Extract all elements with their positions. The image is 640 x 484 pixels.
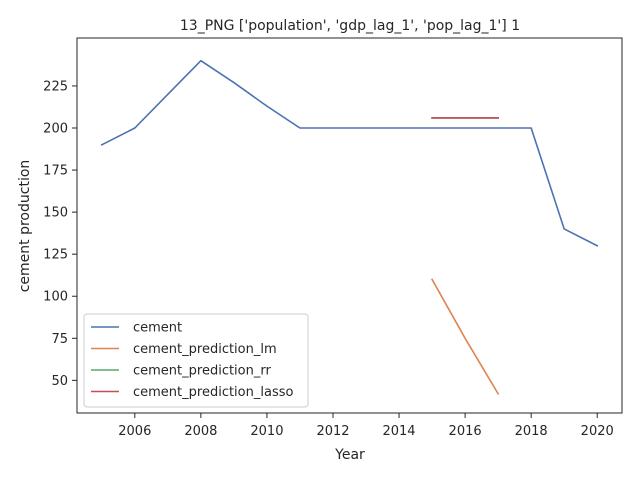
legend: cement cement_prediction_lm cement_predict… (83, 313, 309, 408)
y-tick-label: 200 (43, 122, 68, 137)
y-tick-label: 125 (43, 248, 68, 263)
plot-frame (76, 37, 623, 414)
y-axis: 50 75 100 125 150 175 200 225 (43, 79, 77, 389)
y-tick-label: 175 (43, 164, 68, 179)
x-axis-label: Year (334, 447, 365, 463)
x-tick-label: 2018 (515, 424, 548, 439)
y-tick-label: 225 (43, 79, 68, 94)
x-tick-label: 2020 (581, 424, 614, 439)
y-axis-label: cement production (17, 160, 33, 293)
y-tick-label: 100 (43, 290, 68, 305)
plot-lines (100, 59, 599, 395)
chart-title: 13_PNG ['population', 'gdp_lag_1', 'pop_… (180, 18, 520, 34)
x-tick-label: 2012 (316, 424, 349, 439)
x-axis: 2006 2008 2010 2012 2014 2016 2018 2020 (118, 413, 614, 439)
x-tick-label: 2010 (250, 424, 283, 439)
x-tick-label: 2006 (118, 424, 151, 439)
y-tick-label: 150 (43, 206, 68, 221)
legend-box (83, 313, 309, 408)
legend-entry: cement_prediction_lasso (133, 385, 293, 400)
legend-entry: cement_prediction_rr (133, 364, 271, 379)
y-tick-label: 75 (51, 332, 68, 347)
x-tick-label: 2014 (382, 424, 415, 439)
legend-entry: cement_prediction_lm (133, 342, 277, 357)
series-line-cement-prediction-lm (430, 278, 500, 395)
series-line-cement (100, 59, 599, 247)
x-tick-label: 2008 (184, 424, 217, 439)
legend-entry: cement (133, 321, 182, 336)
x-tick-label: 2016 (449, 424, 482, 439)
y-tick-label: 50 (51, 374, 68, 389)
